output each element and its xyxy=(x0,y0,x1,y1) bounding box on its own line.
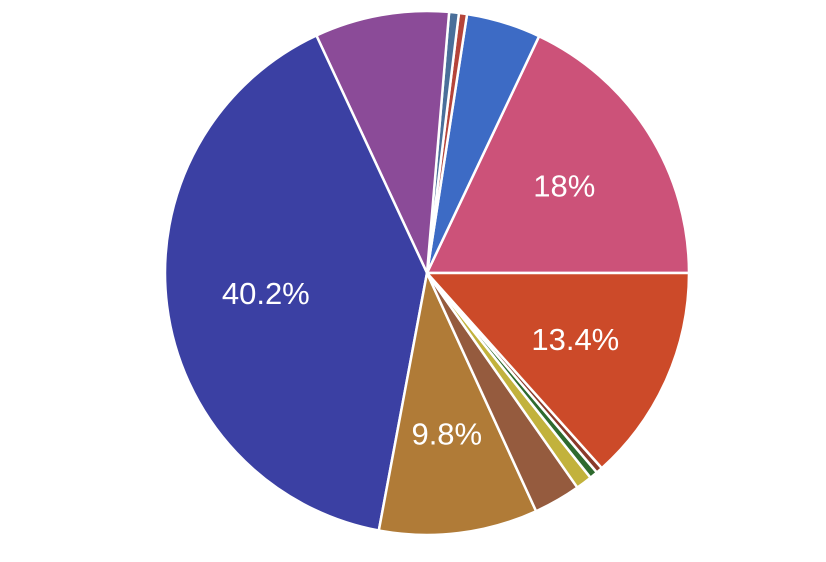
pie-slice-7 xyxy=(377,271,538,537)
slice-label-6: 40.2% xyxy=(222,276,310,311)
slice-label-12: 13.4% xyxy=(531,322,619,357)
pie-slice-1 xyxy=(425,34,691,275)
pie-slice-5 xyxy=(315,9,451,275)
slice-label-1: 18% xyxy=(533,169,595,204)
pie-labels: 18% 40.2% 9.8% 13.4% xyxy=(222,169,619,452)
pie-slices xyxy=(163,9,691,537)
pie-slice-6 xyxy=(163,34,429,532)
slice-label-7: 9.8% xyxy=(411,417,482,452)
pie-slice-12 xyxy=(425,271,691,470)
